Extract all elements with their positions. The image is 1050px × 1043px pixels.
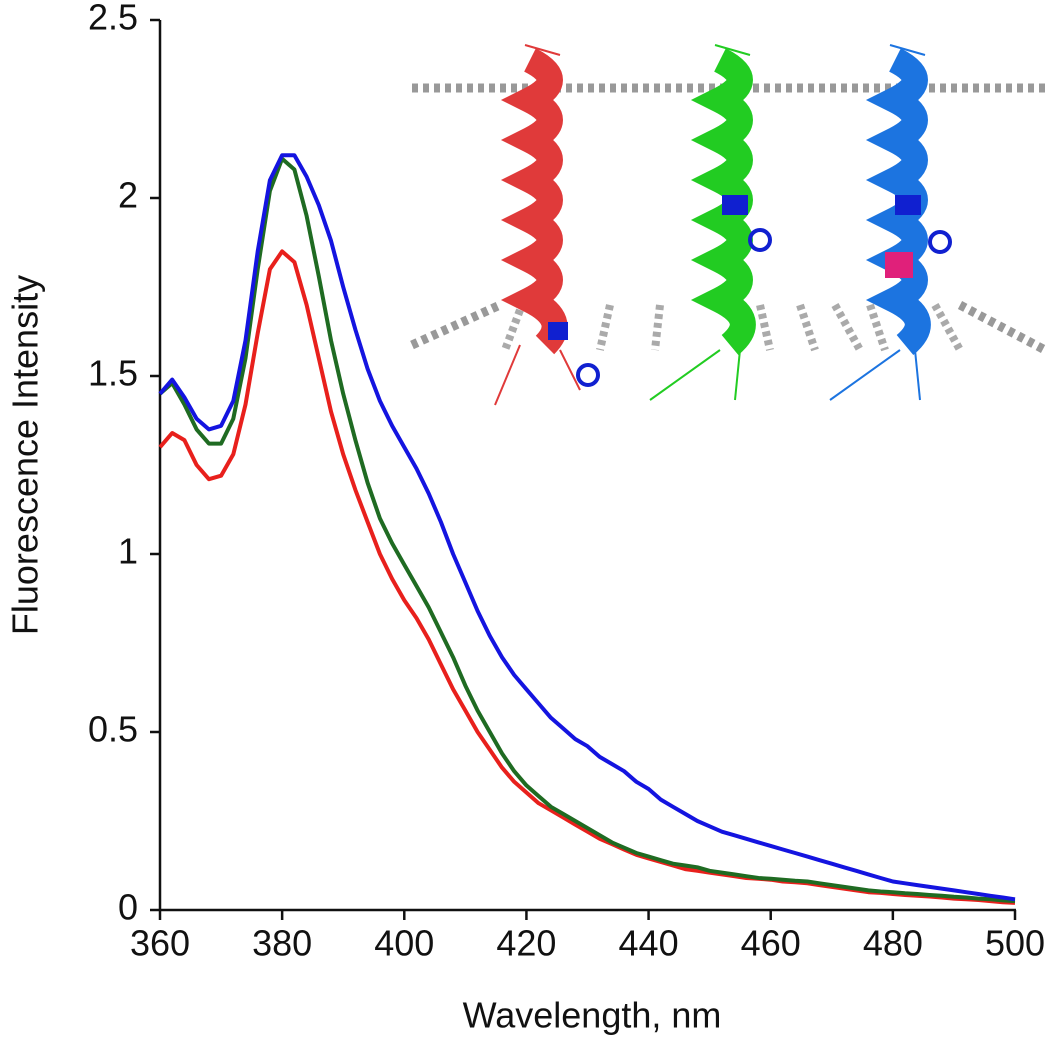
x-tick-label: 440 [619, 923, 679, 964]
series-line [158, 156, 1016, 904]
x-tick-label: 360 [130, 923, 190, 964]
helix-red [494, 44, 600, 406]
helix-green [649, 44, 772, 401]
membrane-bottom [410, 300, 502, 350]
y-tick-label: 1.5 [88, 353, 138, 394]
membrane-bottom [957, 301, 1048, 354]
y-tick-label: 1 [118, 531, 138, 572]
lipid-tails [501, 303, 964, 352]
x-tick-label: 380 [252, 923, 312, 964]
x-axis-label: Wavelength, nm [463, 995, 722, 1036]
helix-blue [829, 44, 952, 401]
x-tick-label: 400 [374, 923, 434, 964]
y-tick-label: 0 [118, 887, 138, 928]
series-line [158, 153, 1016, 902]
x-tick-label: 420 [496, 923, 556, 964]
x-tick-label: 500 [985, 923, 1045, 964]
y-tick-label: 0.5 [88, 709, 138, 750]
x-tick-label: 480 [863, 923, 923, 964]
y-tick-label: 2 [118, 175, 138, 216]
inset-structures [410, 44, 1048, 406]
y-axis-label: Fluorescence Intensity [5, 275, 46, 635]
y-tick-label: 2.5 [88, 0, 138, 38]
x-tick-label: 460 [741, 923, 801, 964]
